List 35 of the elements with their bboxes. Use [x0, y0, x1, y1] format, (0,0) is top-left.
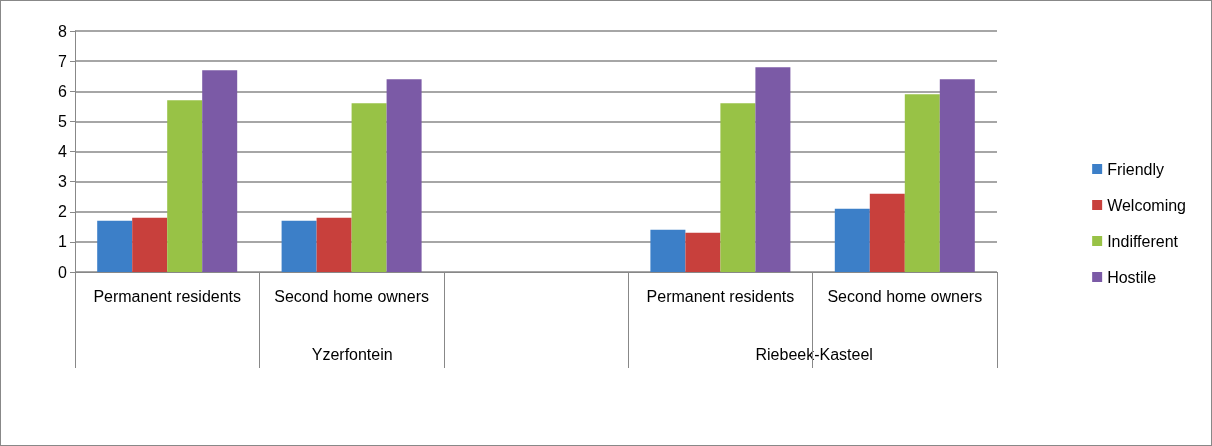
bar	[97, 220, 133, 272]
y-tick-label: 8	[58, 22, 68, 40]
y-tick-label: 0	[58, 263, 68, 281]
y-tick-label: 2	[58, 203, 68, 221]
x-tick-label: Permanent residents	[646, 287, 795, 305]
bar	[167, 100, 203, 272]
y-tick-label: 1	[58, 233, 68, 251]
y-tick-label: 5	[58, 112, 68, 130]
x-tick-label: Second home owners	[274, 287, 429, 305]
bar	[755, 67, 791, 272]
bar	[904, 94, 940, 272]
text: Riebeek-Kasteel	[755, 345, 873, 363]
bar	[869, 193, 905, 272]
y-tick-label: 4	[58, 143, 68, 160]
legend-label: Friendly	[1107, 160, 1165, 178]
legend-label: Welcoming	[1107, 196, 1186, 214]
bar	[202, 70, 238, 272]
bar	[132, 217, 168, 272]
bar	[386, 79, 422, 272]
y-tick-label: 7	[58, 52, 68, 70]
bar	[650, 229, 686, 272]
bar	[351, 103, 387, 272]
bar	[834, 208, 870, 272]
bar	[316, 217, 352, 272]
bar	[939, 79, 975, 272]
bar	[281, 220, 317, 272]
x-tick-label: Second home owners	[827, 287, 983, 305]
y-tick-label: 3	[58, 173, 68, 191]
legend-label: Indifferent	[1107, 232, 1179, 250]
bar	[720, 103, 756, 272]
bar	[685, 232, 721, 272]
y-tick-label: 6	[58, 82, 68, 100]
legend-label: Hostile	[1107, 268, 1157, 286]
x-tick-label: Permanent residents	[93, 287, 242, 305]
text: Yzerfontein	[311, 345, 393, 363]
